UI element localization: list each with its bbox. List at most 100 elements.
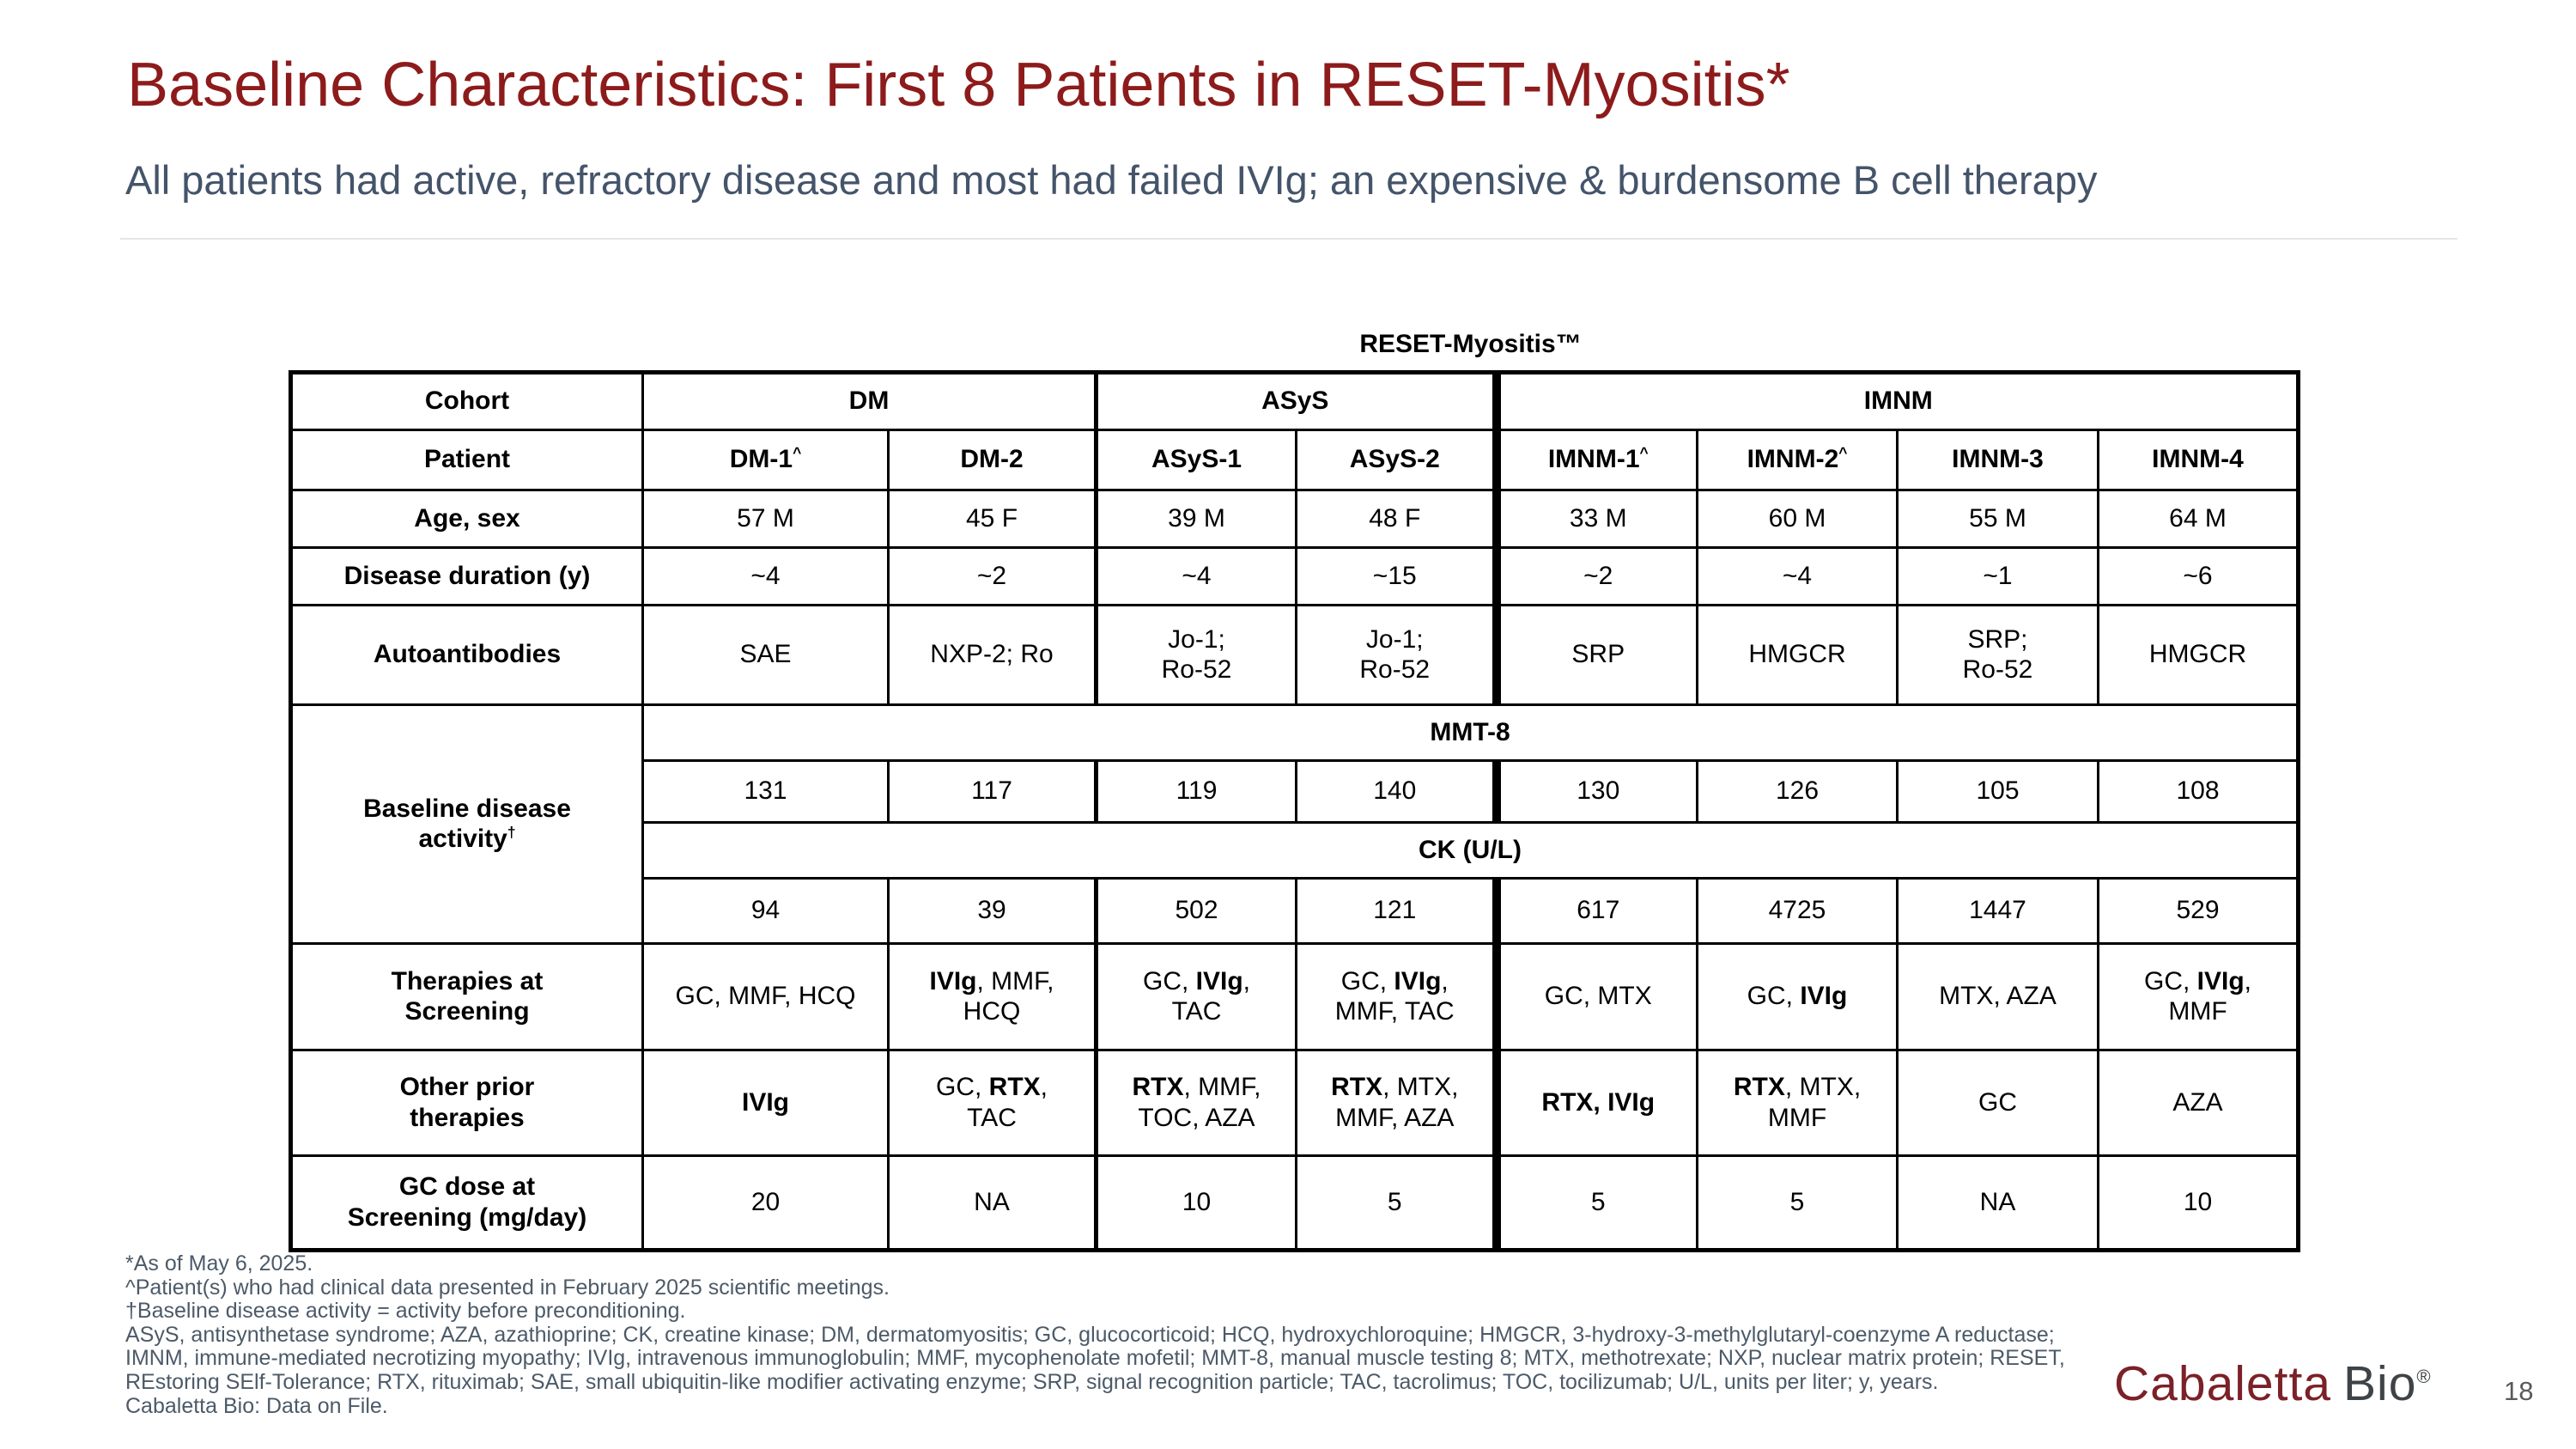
age-sex-cell: 64 M bbox=[2096, 488, 2301, 549]
therapies-at-screening-cell: GC, IVIg, MMF bbox=[2096, 941, 2301, 1051]
other-prior-therapies-cell: RTX, IVIg bbox=[1495, 1048, 1698, 1157]
header-divider bbox=[120, 238, 2458, 240]
autoantibodies-cell: Jo-1; Ro-52 bbox=[1095, 603, 1297, 706]
gc-dose-cell: 5 bbox=[1696, 1154, 1899, 1252]
registered-mark: ® bbox=[2416, 1366, 2432, 1387]
patient-header-cell: IMNM-1^ bbox=[1495, 428, 1698, 491]
other-prior-therapies-cell: RTX, MTX, MMF, AZA bbox=[1295, 1048, 1501, 1157]
row-label-baseline-disease-activity: Baseline disease activity† bbox=[289, 703, 644, 945]
row-label-other-prior-therapies: Other prior therapies bbox=[289, 1048, 644, 1157]
autoantibodies-cell: NXP-2; Ro bbox=[887, 603, 1098, 706]
disease-duration-cell: ~2 bbox=[887, 545, 1098, 606]
cohort-group-imnm: IMNM bbox=[1494, 369, 2301, 431]
cohort-group-dm: DM bbox=[641, 369, 1098, 431]
footnote-line: ^Patient(s) who had clinical data presen… bbox=[125, 1275, 890, 1300]
therapies-at-screening-cell: IVIg, MMF, HCQ bbox=[887, 941, 1098, 1051]
autoantibodies-cell: SRP; Ro-52 bbox=[1896, 603, 2099, 706]
footnote-line: IMNM, immune-mediated necrotizing myopat… bbox=[125, 1346, 2065, 1371]
disease-duration-cell: ~15 bbox=[1295, 545, 1501, 606]
mmt8-value-cell: 140 bbox=[1295, 758, 1501, 824]
patient-header-cell: IMNM-2^ bbox=[1696, 428, 1899, 491]
age-sex-cell: 48 F bbox=[1295, 488, 1501, 549]
baseline-characteristics-table: RESET-Myositis™ Cohort DM ASyS IMNM Patient DM… bbox=[289, 318, 2301, 1252]
disease-duration-cell: ~4 bbox=[1095, 545, 1297, 606]
row-label-age-sex: Age, sex bbox=[289, 488, 644, 549]
age-sex-cell: 55 M bbox=[1896, 488, 2099, 549]
row-label-autoantibodies: Autoantibodies bbox=[289, 603, 644, 706]
mmt8-value-cell: 117 bbox=[887, 758, 1098, 824]
footnote-line: REstoring SElf-Tolerance; RTX, rituximab… bbox=[125, 1369, 1939, 1394]
gc-dose-cell: 20 bbox=[641, 1154, 890, 1252]
mmt8-value-cell: 108 bbox=[2096, 758, 2301, 824]
cohort-group-asys: ASyS bbox=[1095, 369, 1501, 431]
patient-header-cell: ASyS-2 bbox=[1295, 428, 1501, 491]
logo-text-cabaletta: Cabaletta bbox=[2114, 1356, 2332, 1411]
ck-value-cell: 121 bbox=[1295, 876, 1501, 945]
therapies-at-screening-cell: MTX, AZA bbox=[1896, 941, 2099, 1051]
gc-dose-cell: 10 bbox=[2096, 1154, 2301, 1252]
mmt8-value-cell: 130 bbox=[1495, 758, 1698, 824]
other-prior-therapies-cell: GC bbox=[1896, 1048, 2099, 1157]
patient-header-cell: DM-1^ bbox=[641, 428, 890, 491]
footnote-line: ASyS, antisynthetase syndrome; AZA, azat… bbox=[125, 1322, 2055, 1347]
ck-value-cell: 94 bbox=[641, 876, 890, 945]
patient-header-cell: ASyS-1 bbox=[1095, 428, 1297, 491]
therapies-at-screening-cell: GC, MTX bbox=[1495, 941, 1698, 1051]
gc-dose-cell: NA bbox=[1896, 1154, 2099, 1252]
gc-dose-cell: 5 bbox=[1495, 1154, 1698, 1252]
footnote-line: Cabaletta Bio: Data on File. bbox=[125, 1393, 388, 1418]
disease-duration-cell: ~1 bbox=[1896, 545, 2099, 606]
mmt8-band: MMT-8 bbox=[641, 703, 2301, 762]
ck-value-cell: 502 bbox=[1095, 876, 1297, 945]
age-sex-cell: 60 M bbox=[1696, 488, 1899, 549]
ck-value-cell: 617 bbox=[1495, 876, 1698, 945]
age-sex-cell: 33 M bbox=[1495, 488, 1698, 549]
ck-band: CK (U/L) bbox=[641, 820, 2301, 880]
autoantibodies-cell: HMGCR bbox=[2096, 603, 2301, 706]
row-label-disease-duration: Disease duration (y) bbox=[289, 545, 644, 606]
gc-dose-cell: 10 bbox=[1095, 1154, 1297, 1252]
autoantibodies-cell: Jo-1; Ro-52 bbox=[1295, 603, 1501, 706]
table-corner-blank bbox=[290, 318, 643, 372]
other-prior-therapies-cell: AZA bbox=[2096, 1048, 2301, 1157]
mmt8-value-cell: 126 bbox=[1696, 758, 1899, 824]
page-subtitle: All patients had active, refractory dise… bbox=[125, 157, 2098, 203]
footnote-line: *As of May 6, 2025. bbox=[125, 1251, 313, 1275]
logo-text-bio: Bio bbox=[2343, 1356, 2417, 1411]
therapies-at-screening-cell: GC, IVIg, TAC bbox=[1095, 941, 1297, 1051]
ck-value-cell: 1447 bbox=[1896, 876, 2099, 945]
row-label-therapies-at-screening: Therapies at Screening bbox=[289, 941, 644, 1051]
age-sex-cell: 57 M bbox=[641, 488, 890, 549]
ck-value-cell: 529 bbox=[2096, 876, 2301, 945]
baseline-characteristics-table-wrap: RESET-Myositis™ Cohort DM ASyS IMNM Patient DM… bbox=[289, 318, 2301, 1252]
patient-header-cell: IMNM-4 bbox=[2096, 428, 2301, 491]
other-prior-therapies-cell: IVIg bbox=[641, 1048, 890, 1157]
page-title: Baseline Characteristics: First 8 Patien… bbox=[127, 51, 1790, 119]
autoantibodies-cell: SRP bbox=[1495, 603, 1698, 706]
disease-duration-cell: ~4 bbox=[1696, 545, 1899, 606]
mmt8-value-cell: 105 bbox=[1896, 758, 2099, 824]
ck-value-cell: 4725 bbox=[1696, 876, 1899, 945]
autoantibodies-cell: HMGCR bbox=[1696, 603, 1899, 706]
gc-dose-cell: NA bbox=[887, 1154, 1098, 1252]
age-sex-cell: 39 M bbox=[1095, 488, 1297, 549]
mmt8-value-cell: 131 bbox=[641, 758, 890, 824]
disease-duration-cell: ~6 bbox=[2096, 545, 2301, 606]
reset-myositis-banner: RESET-Myositis™ bbox=[642, 318, 2299, 372]
autoantibodies-cell: SAE bbox=[641, 603, 890, 706]
other-prior-therapies-cell: GC, RTX, TAC bbox=[887, 1048, 1098, 1157]
age-sex-cell: 45 F bbox=[887, 488, 1098, 549]
page-number: 18 bbox=[2504, 1376, 2534, 1406]
row-label-gc-dose: GC dose at Screening (mg/day) bbox=[289, 1154, 644, 1252]
other-prior-therapies-cell: RTX, MTX, MMF bbox=[1696, 1048, 1899, 1157]
ck-value-cell: 39 bbox=[887, 876, 1098, 945]
disease-duration-cell: ~4 bbox=[641, 545, 890, 606]
patient-header-cell: IMNM-3 bbox=[1896, 428, 2099, 491]
other-prior-therapies-cell: RTX, MMF, TOC, AZA bbox=[1095, 1048, 1297, 1157]
row-label-patient: Patient bbox=[289, 428, 644, 491]
therapies-at-screening-cell: GC, IVIg bbox=[1696, 941, 1899, 1051]
row-label-cohort: Cohort bbox=[289, 369, 644, 431]
therapies-at-screening-cell: GC, IVIg, MMF, TAC bbox=[1295, 941, 1501, 1051]
footnotes: *As of May 6, 2025. ^Patient(s) who had … bbox=[125, 1251, 2065, 1418]
